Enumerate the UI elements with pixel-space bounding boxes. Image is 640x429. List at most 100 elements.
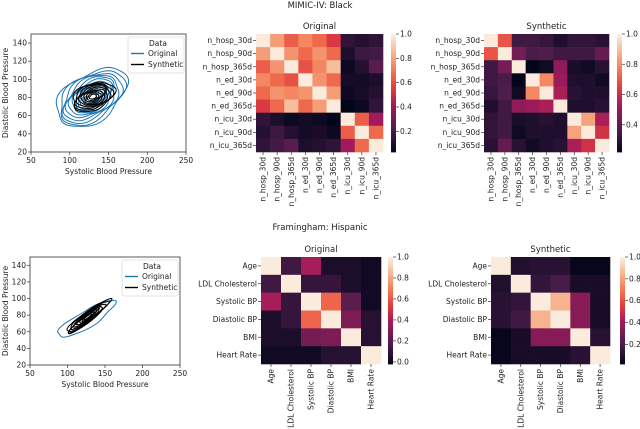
heatmap-cell: [553, 138, 568, 153]
row-label: n_ed_30d: [444, 75, 480, 84]
column-label: n_hosp_90d: [500, 157, 509, 202]
heatmap-cell: [510, 274, 531, 293]
legend-entry: Original: [142, 272, 171, 281]
heatmap-cell: [256, 47, 271, 61]
colorbar-segment: [388, 358, 393, 362]
legend-title: Data: [149, 39, 167, 48]
heatmap-cell: [284, 112, 299, 127]
colorbar-segment: [620, 275, 625, 279]
colorbar-segment: [391, 149, 396, 153]
colorbar-tick-label: 0.4: [629, 318, 640, 327]
colorbar-segment: [620, 294, 625, 298]
colorbar-segment: [391, 125, 396, 129]
heatmap-cell: [298, 138, 313, 153]
heatmap-cell: [530, 292, 551, 311]
colorbar-segment: [617, 146, 622, 150]
heatmap-cell: [570, 328, 591, 347]
heatmap-cell: [340, 73, 356, 87]
colorbar-segment: [617, 51, 622, 56]
colorbar-tick-label: 1.0: [400, 30, 412, 39]
heatmap-cell: [491, 346, 512, 365]
heatmap-title: Original: [303, 22, 336, 32]
colorbar-segment: [620, 273, 625, 277]
row-label: Age: [242, 261, 257, 270]
colorbar-segment: [620, 331, 625, 335]
colorbar-tick-label: 0.0: [397, 357, 409, 366]
contour-line-original: [64, 76, 115, 119]
colorbar-segment: [620, 307, 625, 311]
column-label: Age: [267, 369, 276, 384]
x-tick-label: 200: [140, 156, 155, 165]
colorbar-segment: [388, 326, 393, 330]
colorbar-segment: [620, 291, 625, 295]
heatmap-cell: [298, 99, 313, 113]
heatmap-cell: [530, 257, 551, 276]
column-label: n_ed_30d: [301, 157, 310, 193]
row-label: LDL Cholesterol: [198, 279, 257, 288]
colorbar-segment: [617, 122, 622, 126]
heatmap-cell: [539, 138, 554, 153]
colorbar-segment: [617, 140, 622, 144]
colorbar-tick-label: 0.8: [626, 60, 638, 69]
heatmap-cell: [511, 73, 526, 87]
colorbar-segment: [620, 262, 625, 266]
colorbar-segment: [391, 39, 396, 44]
colorbar-segment: [388, 257, 393, 261]
colorbar-segment: [617, 63, 622, 67]
heatmap-cell: [270, 34, 285, 48]
colorbar-segment: [388, 267, 393, 271]
colorbar-segment: [391, 93, 396, 97]
colorbar-segment: [388, 315, 393, 319]
colorbar-segment: [620, 265, 625, 269]
colorbar-segment: [388, 281, 393, 285]
colorbar-segment: [620, 259, 625, 263]
heatmap-cell: [256, 125, 271, 140]
row-label: Heart Rate: [217, 351, 258, 360]
colorbar-segment: [388, 350, 393, 354]
heatmap-cell: [581, 86, 596, 100]
row-label: n_hosp_365d: [203, 62, 253, 71]
colorbar-segment: [620, 302, 625, 306]
colorbar-segment: [391, 90, 396, 94]
colorbar-segment: [391, 128, 396, 132]
y-tick-label: 80: [17, 93, 27, 102]
column-label: n_ed_90d: [542, 157, 551, 193]
heatmap-cell: [553, 112, 568, 127]
column-label: n_icu_90d: [584, 157, 593, 195]
heatmap-cell: [281, 310, 302, 329]
legend-entry: Original: [148, 49, 177, 58]
colorbar-segment: [617, 39, 622, 44]
heatmap-cell: [484, 99, 499, 113]
heatmap-cell: [567, 99, 582, 113]
heatmap-cell: [497, 138, 513, 153]
colorbar-segment: [388, 339, 393, 343]
heatmap-cell: [550, 328, 571, 347]
heatmap-cell: [284, 86, 299, 100]
contour-line-synthetic: [77, 86, 107, 107]
heatmap-cell: [340, 112, 356, 127]
heatmap-cell: [341, 274, 362, 293]
heatmap-cell: [595, 86, 610, 100]
colorbar-segment: [391, 78, 396, 82]
column-label: n_icu_30d: [343, 157, 352, 195]
contour-line-synthetic: [72, 305, 101, 328]
colorbar-segment: [617, 69, 622, 73]
colorbar-segment: [391, 63, 396, 67]
colorbar-tick-label: 1.0: [397, 253, 409, 262]
colorbar-segment: [391, 122, 396, 126]
heatmap-cell: [484, 47, 499, 61]
heatmap-cell: [281, 257, 302, 276]
contour-line-original: [55, 66, 130, 127]
heatmap-cell: [491, 292, 512, 311]
colorbar-segment: [388, 289, 393, 293]
colorbar-segment: [391, 137, 396, 141]
contour-line-synthetic: [85, 90, 102, 103]
column-label: Heart Rate: [367, 369, 376, 410]
row-label: n_ed_90d: [444, 89, 480, 98]
colorbar-segment: [388, 353, 393, 357]
colorbar-segment: [391, 116, 396, 120]
column-label: n_icu_30d: [570, 157, 579, 195]
colorbar-segment: [388, 313, 393, 317]
colorbar-segment: [388, 286, 393, 290]
heatmap-cell: [511, 125, 526, 140]
